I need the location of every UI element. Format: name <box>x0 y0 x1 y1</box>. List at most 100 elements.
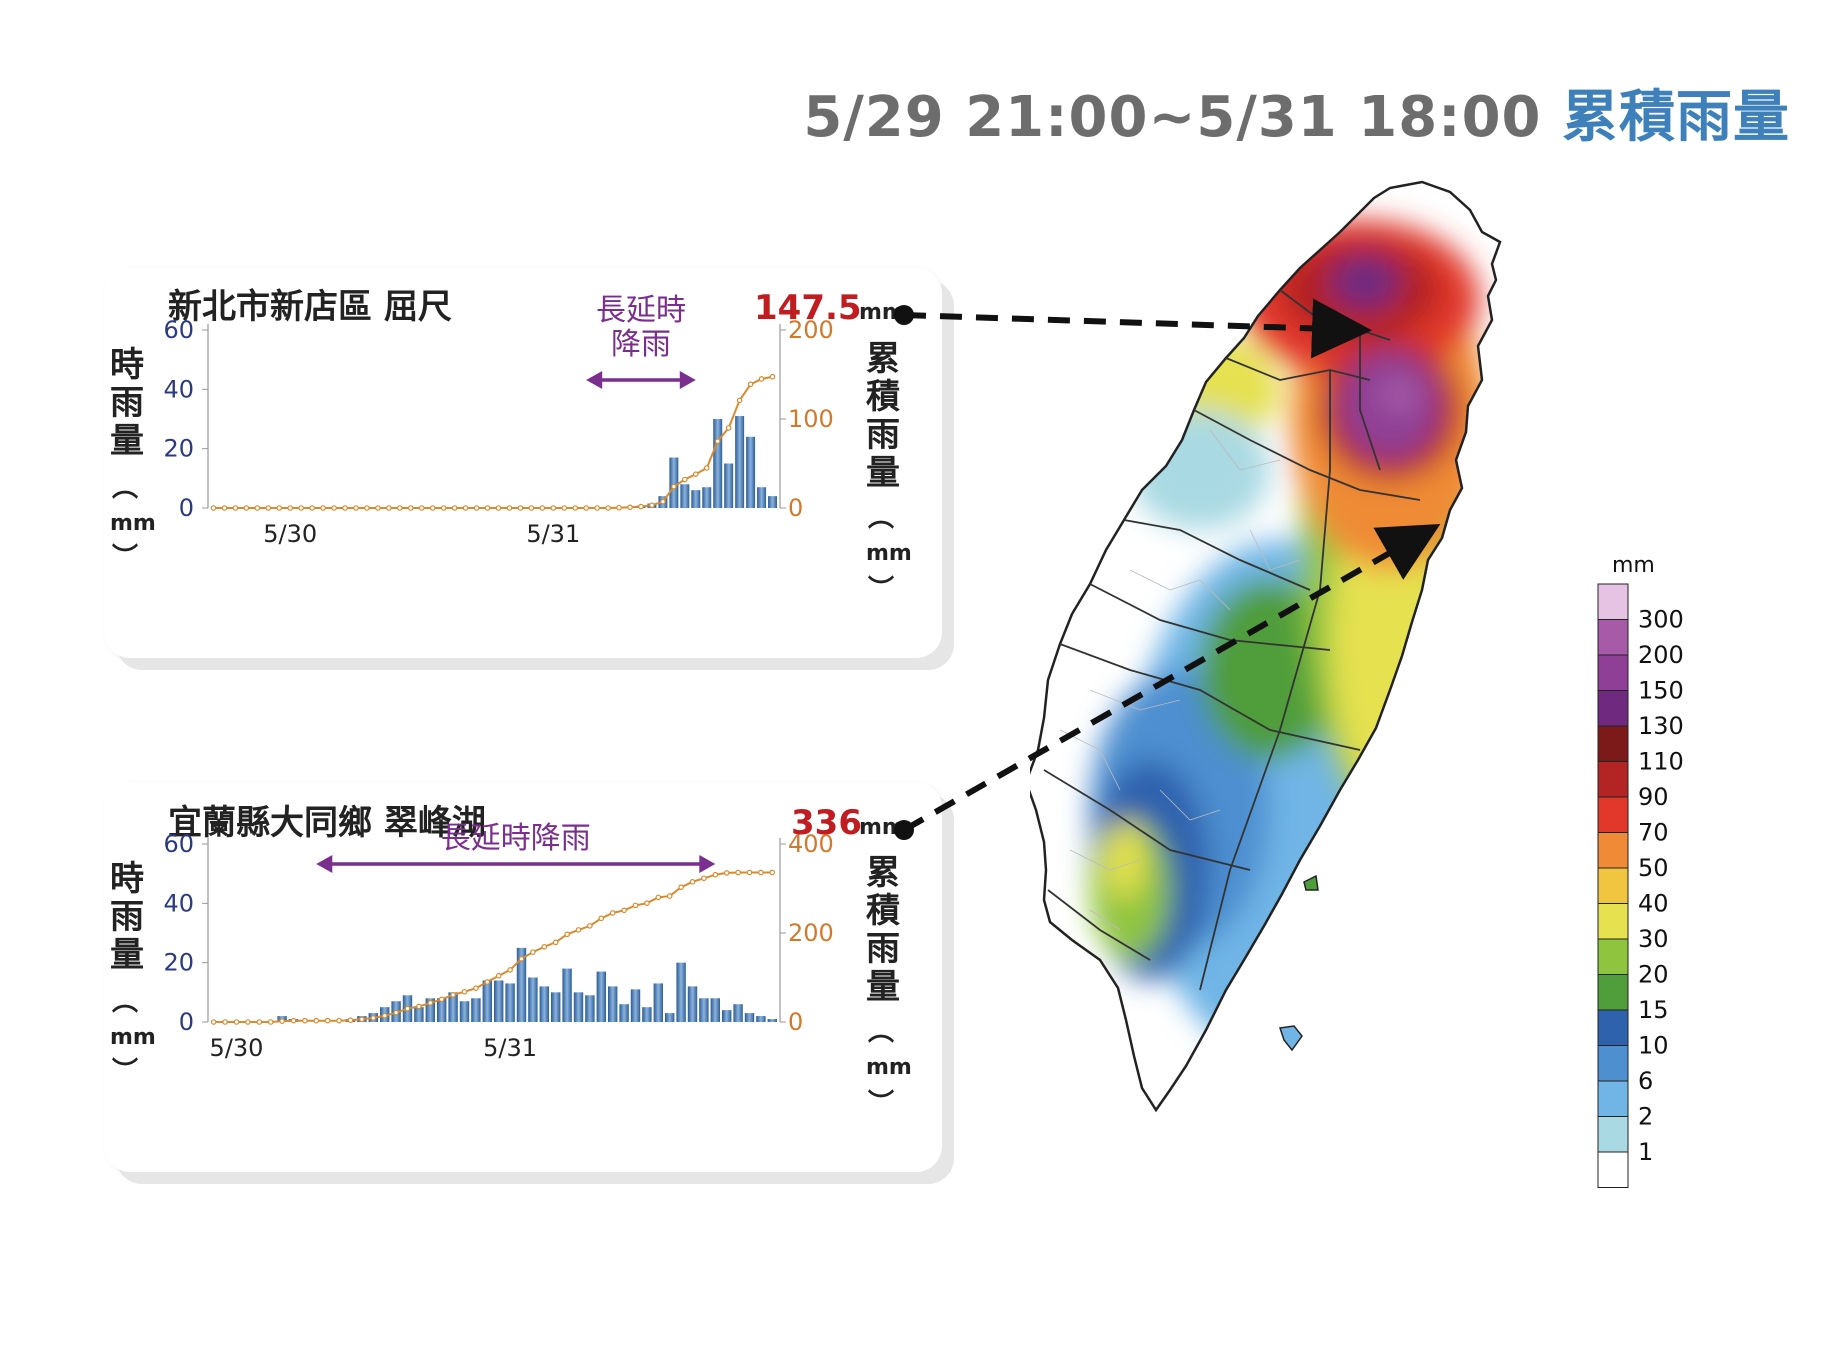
cumulative-rain-point <box>712 871 719 878</box>
left-tick-label: 20 <box>163 949 194 977</box>
cumulative-rain-point <box>507 967 513 973</box>
annotation-arrowhead-right <box>679 371 696 389</box>
legend-swatch <box>1597 1009 1629 1046</box>
legend-label: 200 <box>1638 641 1684 669</box>
cumulative-rain-point <box>324 1017 331 1024</box>
penghu-islet <box>1303 874 1319 891</box>
right-axis-label-1: 累 積 雨 量 ︵ mm ︶ <box>866 339 912 605</box>
cumulative-rain-point <box>594 505 600 511</box>
legend-label: 10 <box>1638 1032 1669 1060</box>
svg-text:︶: ︶ <box>868 575 894 605</box>
cumulative-rain-point <box>353 505 359 511</box>
hourly-rain-bar <box>710 998 720 1022</box>
svg-text:︶: ︶ <box>868 1089 894 1119</box>
hourly-rain-bar <box>768 496 777 508</box>
cumulative-rain-point <box>290 1017 297 1024</box>
cumulative-rain-point <box>769 869 776 876</box>
cumulative-rain-point <box>265 505 272 511</box>
hourly-rain-bar <box>437 998 447 1022</box>
cumulative-rain-point <box>564 931 570 938</box>
hourly-rain-bar <box>573 992 584 1022</box>
hourly-rain-bar <box>505 983 515 1022</box>
svg-text:︵: ︵ <box>868 503 894 533</box>
svg-text:︶: ︶ <box>112 1057 138 1087</box>
cumulative-rain-point <box>473 985 479 991</box>
svg-text:︵: ︵ <box>868 1017 894 1047</box>
legend-label: 40 <box>1638 890 1669 918</box>
left-tick-label: 0 <box>179 494 194 522</box>
cumulative-rain-point <box>621 907 627 914</box>
right-tick-label: 400 <box>788 830 834 858</box>
cumulative-rain-point <box>701 875 707 882</box>
hourly-rain-bar <box>585 995 595 1022</box>
hourly-rain-bar <box>702 487 712 508</box>
svg-text:量: 量 <box>866 453 900 493</box>
legend-label: 6 <box>1638 1067 1653 1095</box>
cumulative-rain-point <box>660 498 666 505</box>
svg-text:量: 量 <box>110 935 144 975</box>
hourly-rain-bar <box>562 968 572 1022</box>
annotation-text: 長延時降雨 <box>596 293 686 362</box>
cumulative-rain-point <box>583 505 589 511</box>
lanyu-island <box>1279 1025 1303 1052</box>
cumulative-rain-point <box>279 1018 285 1024</box>
svg-text:mm: mm <box>110 511 156 536</box>
cumulative-rain-point <box>541 943 548 950</box>
x-tick-label: 5/31 <box>483 1034 537 1062</box>
right-tick-label: 0 <box>788 494 803 522</box>
cumulative-rain-point <box>347 1017 354 1024</box>
svg-text:積: 積 <box>866 377 900 417</box>
hourly-rain-bar <box>471 998 481 1022</box>
legend-swatch <box>1597 974 1629 1011</box>
chart-panel-cuifenghu: 宜蘭縣大同鄉 翠峰湖 336 mm 時 雨 量 ︵ mm ︶ 累 積 雨 量 ︵… <box>104 782 942 1172</box>
cumulative-rain-point <box>723 870 730 876</box>
svg-text:雨: 雨 <box>866 929 900 969</box>
chart-panel-qiaochi: 新北市新店區 屈尺 147.5 mm 時 雨 量 ︵ mm ︶ 累 積 雨 量 … <box>104 268 942 658</box>
legend-swatch <box>1597 761 1629 798</box>
svg-text:︵: ︵ <box>112 473 138 503</box>
legend-label: 90 <box>1638 783 1669 811</box>
cumulative-rain-point <box>506 505 513 511</box>
hourly-rain-bar <box>528 977 538 1022</box>
cumulative-rain-point <box>495 972 502 979</box>
rainfall-legend: mm 300 200 150 130 110 90 70 50 40 30 20 15 10 6 2 1 <box>1597 553 1684 1188</box>
cumulative-rain-point <box>427 1000 434 1006</box>
hourly-rain-bar <box>482 980 492 1022</box>
svg-text:雨: 雨 <box>110 383 144 423</box>
cumulative-rain-point <box>313 1017 320 1024</box>
hourly-rain-bar <box>713 419 723 508</box>
svg-text:雨: 雨 <box>866 415 900 455</box>
chart-1-svg: 新北市新店區 屈尺 147.5 mm 時 雨 量 ︵ mm ︶ 累 積 雨 量 … <box>110 287 912 605</box>
legend-swatch <box>1597 1080 1629 1117</box>
cumulative-rain-point <box>210 1019 217 1025</box>
hourly-rain-bar <box>746 436 756 508</box>
hourly-rain-bar <box>642 1007 652 1022</box>
legend-label: 15 <box>1638 996 1669 1024</box>
cumulative-rain-point <box>473 505 480 511</box>
cumulative-rain-point <box>462 505 469 511</box>
legend-swatch <box>1597 619 1629 656</box>
cumulative-rain-point <box>671 483 677 490</box>
annotation-arrowhead-left <box>586 371 603 389</box>
total-value-1: 147.5 <box>754 288 862 328</box>
legend-label: 110 <box>1638 748 1684 776</box>
svg-text:︶: ︶ <box>112 543 138 573</box>
cumulative-rain-point <box>375 505 381 511</box>
left-axis-label-2: 時 雨 量 ︵ mm ︶ <box>110 859 156 1087</box>
cumulative-rain-point <box>407 505 414 511</box>
cumulative-rain-point <box>320 505 326 511</box>
cumulative-rain-point <box>517 505 524 511</box>
cumulative-rain-point <box>572 505 579 511</box>
hourly-rain-bar <box>691 490 701 508</box>
svg-text:累: 累 <box>866 339 900 379</box>
hourly-rain-bar <box>744 1013 755 1022</box>
cumulative-rain-point <box>245 1019 251 1025</box>
cumulative-rain-point <box>404 1005 411 1012</box>
hourly-rain-bar <box>653 983 663 1022</box>
cumulative-rain-point <box>336 1017 342 1024</box>
cumulative-rain-point <box>598 915 605 922</box>
hourly-rain-bar <box>757 487 767 508</box>
